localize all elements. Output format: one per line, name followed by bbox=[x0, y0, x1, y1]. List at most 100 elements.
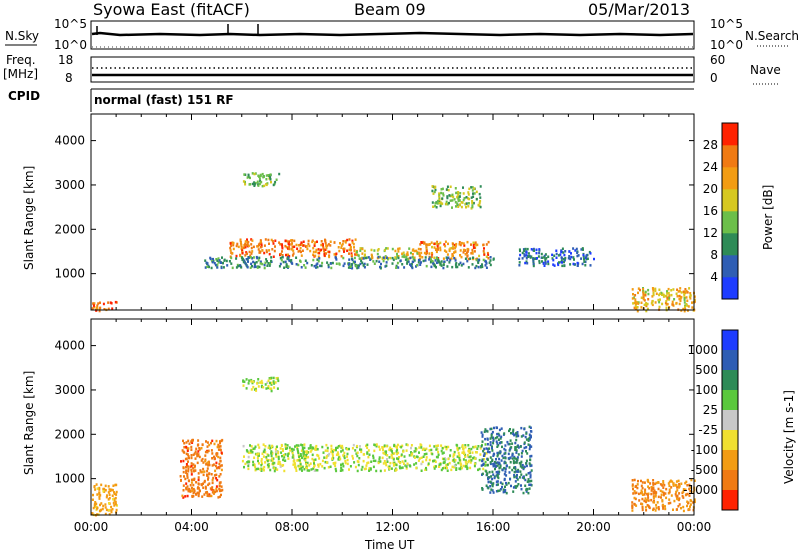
velocity-cell bbox=[525, 464, 528, 468]
velocity-cell bbox=[253, 447, 256, 450]
power-cell bbox=[361, 261, 364, 264]
velocity-cell bbox=[465, 465, 468, 469]
power-cell bbox=[279, 252, 282, 256]
power-ytick-label: 2000 bbox=[54, 222, 85, 236]
power-cell bbox=[270, 259, 272, 263]
velocity-cell bbox=[213, 457, 216, 461]
velocity-cell bbox=[185, 452, 188, 456]
velocity-cell bbox=[664, 507, 667, 511]
power-cell bbox=[441, 197, 444, 200]
power-cell bbox=[91, 307, 94, 310]
power-cell bbox=[540, 252, 543, 256]
velocity-cell bbox=[190, 478, 193, 482]
velocity-cell bbox=[112, 484, 115, 487]
power-cell bbox=[577, 254, 580, 257]
power-cell bbox=[235, 257, 238, 260]
velocity-cell bbox=[276, 445, 278, 448]
velocity-cell bbox=[428, 449, 431, 452]
velocity-cell bbox=[665, 496, 668, 500]
velocity-cell bbox=[520, 460, 523, 464]
power-cell bbox=[349, 247, 352, 250]
velocity-cell bbox=[528, 433, 531, 436]
velocity-cell bbox=[517, 446, 520, 449]
velocity-cell bbox=[96, 513, 99, 516]
velocity-cell bbox=[218, 495, 221, 498]
power-ytick-label: 3000 bbox=[54, 178, 85, 192]
velocity-cell bbox=[383, 469, 386, 472]
velocity-cell bbox=[185, 457, 188, 460]
velocity-cell bbox=[270, 454, 273, 458]
power-cell bbox=[335, 256, 337, 260]
velocity-cell bbox=[492, 462, 495, 466]
power-cell bbox=[263, 251, 266, 255]
velocity-cell bbox=[253, 464, 256, 467]
velocity-cell bbox=[113, 504, 116, 507]
velocity-cell bbox=[433, 465, 436, 469]
velocity-cell bbox=[357, 460, 360, 463]
velocity-cell bbox=[183, 451, 186, 454]
power-cell bbox=[431, 245, 433, 249]
velocity-cell bbox=[440, 444, 443, 447]
velocity-cell bbox=[676, 489, 679, 492]
power-cell bbox=[666, 302, 669, 306]
power-cell bbox=[640, 306, 643, 309]
velocity-cell bbox=[372, 465, 375, 469]
velocity-cell bbox=[271, 444, 274, 448]
power-cell bbox=[442, 192, 445, 195]
power-cell bbox=[249, 254, 252, 257]
velocity-cell bbox=[337, 456, 340, 459]
power-cell bbox=[541, 256, 544, 259]
velocity-cell bbox=[337, 458, 340, 461]
power-cell bbox=[285, 263, 288, 266]
power-cell bbox=[107, 301, 110, 304]
velocity-cell bbox=[504, 444, 507, 447]
velocity-cell bbox=[210, 494, 213, 498]
power-cell bbox=[454, 201, 457, 204]
velocity-cell bbox=[496, 480, 499, 483]
power-cell bbox=[428, 252, 431, 255]
nsky-label: N.Sky bbox=[5, 29, 39, 43]
velocity-cell bbox=[199, 489, 201, 492]
power-cell bbox=[290, 243, 293, 246]
power-cell bbox=[652, 289, 655, 292]
velocity-cell bbox=[631, 504, 634, 507]
velocity-cell bbox=[638, 499, 641, 502]
velocity-cell bbox=[689, 503, 692, 506]
power-cell bbox=[342, 264, 345, 268]
power-cell bbox=[484, 264, 487, 267]
velocity-cell bbox=[488, 447, 491, 450]
velocity-cell bbox=[528, 483, 531, 486]
velocity-cell bbox=[635, 504, 638, 507]
power-cell bbox=[632, 302, 635, 305]
velocity-cell bbox=[197, 450, 200, 453]
velocity-cell bbox=[520, 484, 522, 487]
power-cell bbox=[642, 291, 645, 294]
power-cell bbox=[466, 247, 469, 251]
velocity-cell bbox=[687, 508, 690, 511]
power-cell bbox=[459, 203, 461, 206]
power-cell bbox=[251, 265, 253, 268]
velocity-cell bbox=[673, 499, 676, 503]
velocity-cell bbox=[354, 449, 357, 452]
velocity-cell bbox=[509, 439, 512, 442]
velocity-cell bbox=[677, 505, 680, 508]
power-cell bbox=[668, 296, 671, 300]
velocity-cell bbox=[191, 489, 194, 492]
velocity-cell bbox=[647, 492, 650, 495]
velocity-cell bbox=[659, 483, 662, 486]
power-cell bbox=[287, 247, 289, 250]
velocity-cell bbox=[635, 491, 638, 494]
velocity-cell bbox=[343, 456, 346, 460]
power-cell bbox=[469, 257, 472, 260]
velocity-cell bbox=[191, 440, 194, 443]
velocity-cell bbox=[527, 437, 530, 440]
velocity-cell bbox=[676, 497, 679, 501]
power-cell bbox=[283, 266, 286, 269]
power-cell bbox=[543, 256, 546, 259]
power-cell bbox=[677, 290, 680, 293]
power-cell bbox=[637, 302, 640, 305]
velocity-cell bbox=[490, 475, 493, 478]
power-cell bbox=[463, 197, 466, 200]
velocity-cell bbox=[187, 447, 190, 450]
velocity-cell bbox=[331, 452, 334, 456]
